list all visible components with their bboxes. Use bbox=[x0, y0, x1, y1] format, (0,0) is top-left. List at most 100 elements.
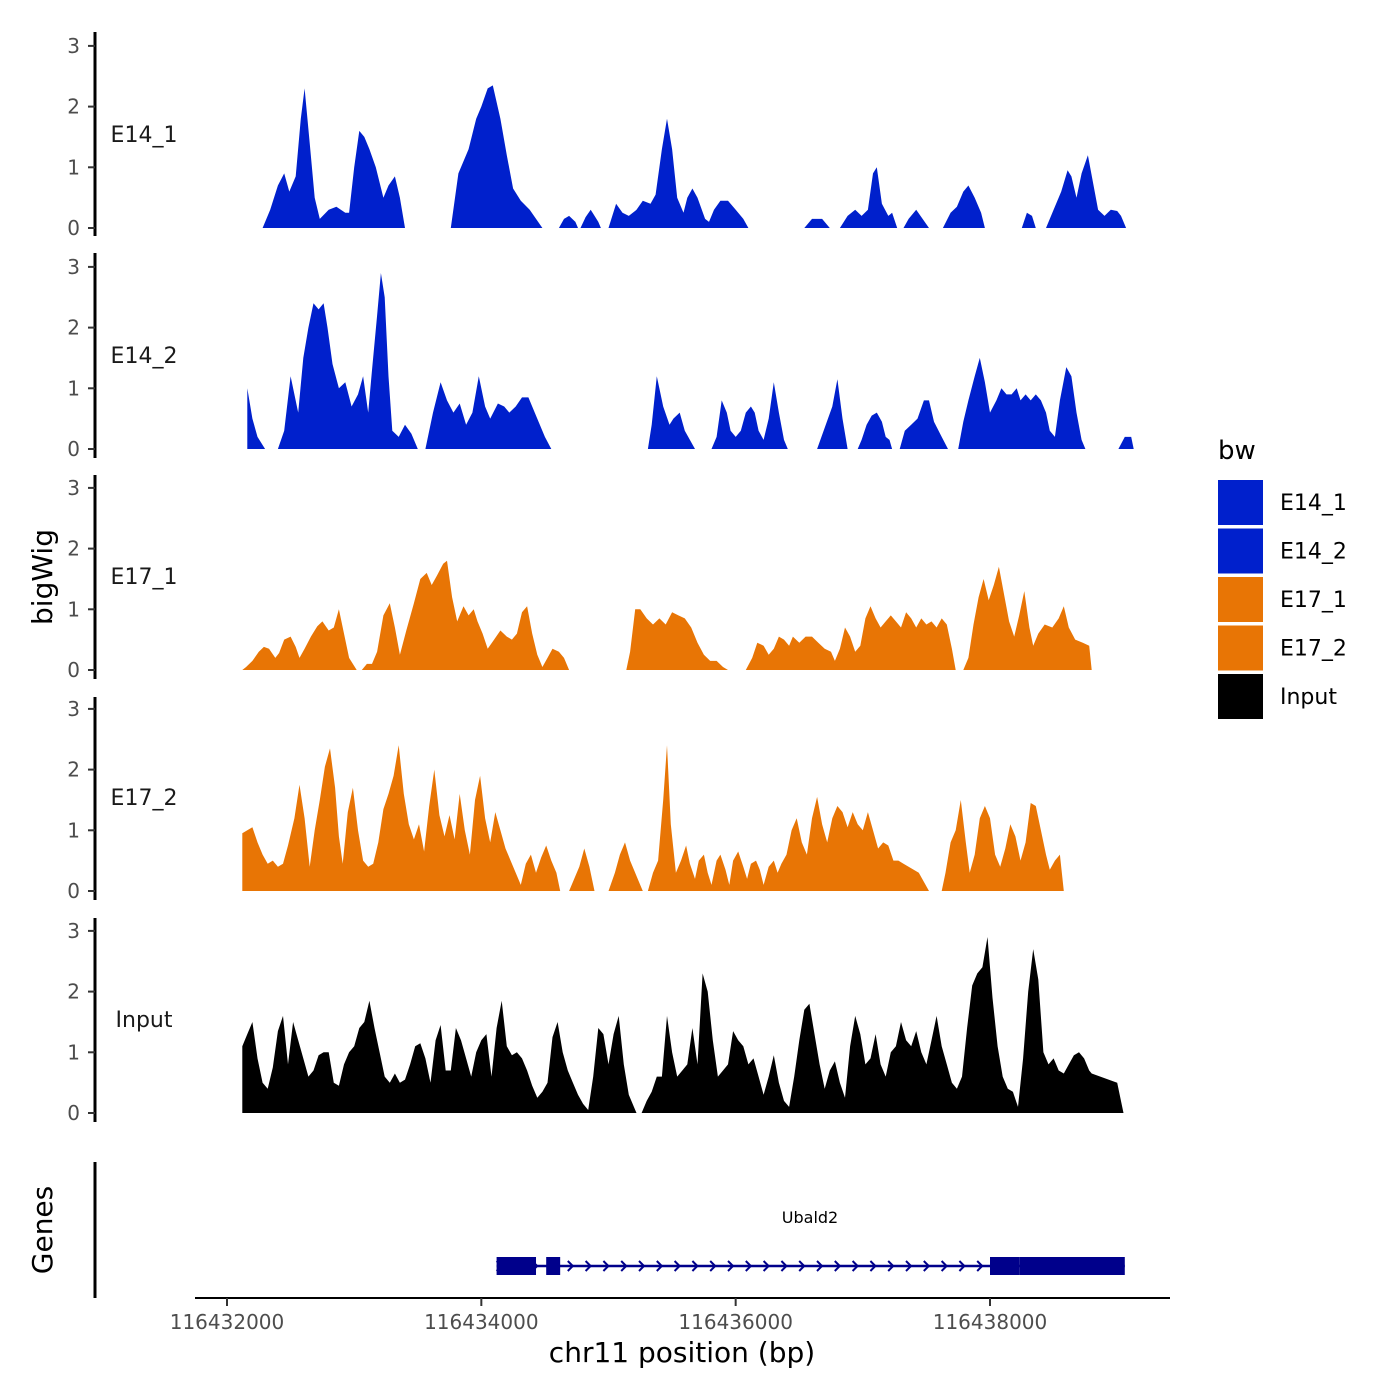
coverage-area-E17_2 bbox=[569, 848, 595, 891]
strand-arrow bbox=[816, 1260, 824, 1272]
coverage-area-E14_1 bbox=[608, 118, 749, 228]
legend-key-Input bbox=[1218, 674, 1263, 719]
y-tick-label: 1 bbox=[67, 597, 80, 621]
strand-arrow bbox=[567, 1260, 575, 1272]
coverage-area-E14_1 bbox=[903, 209, 929, 228]
genes-panel: Genes Ubald2 bbox=[26, 1162, 1125, 1298]
y-tick-label: 0 bbox=[67, 879, 80, 903]
coverage-area-E14_2 bbox=[857, 412, 893, 449]
y-tick-label: 0 bbox=[67, 1101, 80, 1125]
y-tick-label: 1 bbox=[67, 818, 80, 842]
coverage-area-E14_2 bbox=[899, 400, 948, 449]
gene-name-label: Ubald2 bbox=[782, 1208, 838, 1227]
legend-label: E17_1 bbox=[1280, 588, 1347, 613]
track-E14_1: 0 1 2 3 E14_1 bbox=[67, 32, 1127, 240]
y-tick-label: 2 bbox=[67, 316, 80, 340]
coverage-area-E14_2 bbox=[425, 376, 552, 449]
strand-arrow bbox=[656, 1260, 664, 1272]
coverage-area-E14_2 bbox=[247, 388, 266, 449]
coverage-area-E14_2 bbox=[277, 273, 418, 449]
gene-model bbox=[495, 1257, 1125, 1275]
strand-arrow bbox=[584, 1260, 593, 1272]
coverage-area-E14_1 bbox=[262, 88, 405, 229]
track-label: E14_2 bbox=[111, 344, 178, 369]
coverage-area-E14_2 bbox=[711, 382, 788, 449]
y-tick-label: 1 bbox=[67, 155, 80, 179]
y-tick-label: 0 bbox=[67, 437, 80, 461]
strand-arrow bbox=[923, 1260, 931, 1272]
strand-arrow bbox=[834, 1260, 842, 1272]
x-tick-label: 116438000 bbox=[933, 1310, 1048, 1334]
x-tick-label: 116432000 bbox=[170, 1310, 285, 1334]
legend-key-E14_1 bbox=[1218, 480, 1263, 525]
legend: bw E14_1 E14_2 E17_1 E17_2 Input bbox=[1218, 436, 1347, 719]
strand-arrow bbox=[673, 1260, 682, 1272]
coverage-area-E14_1 bbox=[1046, 155, 1127, 228]
gene-exon bbox=[546, 1257, 561, 1275]
coverage-area-E17_2 bbox=[242, 745, 561, 891]
track-E17_1: 0 1 2 3 E17_1 bbox=[67, 475, 1092, 682]
strand-arrow bbox=[691, 1260, 699, 1272]
y-tick-label: 2 bbox=[67, 980, 80, 1004]
track-label: E17_2 bbox=[111, 786, 178, 811]
y-tick-label: 3 bbox=[67, 919, 80, 943]
strand-arrow bbox=[602, 1260, 610, 1272]
y-tick-label: 1 bbox=[67, 376, 80, 400]
strand-arrow bbox=[958, 1260, 966, 1272]
legend-label: Input bbox=[1280, 685, 1337, 710]
coverage-area-E14_2 bbox=[958, 357, 1086, 449]
coverage-area-E17_1 bbox=[963, 566, 1092, 670]
coverage-area-E14_1 bbox=[942, 185, 985, 228]
coverage-area-E17_1 bbox=[626, 609, 728, 670]
coverage-area-Input bbox=[641, 937, 1124, 1113]
coverage-area-E17_2 bbox=[941, 800, 1064, 891]
coverage-area-E14_1 bbox=[580, 209, 601, 228]
y-tick-label: 2 bbox=[67, 537, 80, 561]
strand-arrow bbox=[638, 1260, 646, 1272]
gene-exon bbox=[1019, 1257, 1125, 1275]
strand-arrow bbox=[905, 1260, 913, 1272]
legend-label: E17_2 bbox=[1280, 637, 1347, 662]
strand-arrow bbox=[798, 1260, 806, 1272]
legend-items: E14_1 E14_2 E17_1 E17_2 Input bbox=[1218, 480, 1347, 719]
track-label: E14_1 bbox=[111, 123, 178, 148]
y-tick-label: 2 bbox=[67, 758, 80, 782]
coverage-area-E14_2 bbox=[647, 376, 695, 449]
strand-arrow bbox=[869, 1260, 877, 1272]
strand-arrow bbox=[727, 1260, 735, 1272]
y-tick-label: 2 bbox=[67, 95, 80, 119]
x-tick-label: 116436000 bbox=[678, 1310, 793, 1334]
y-tick-label: 1 bbox=[67, 1040, 80, 1064]
strand-arrow bbox=[745, 1260, 753, 1272]
legend-title: bw bbox=[1218, 436, 1256, 466]
legend-label: E14_2 bbox=[1280, 540, 1347, 565]
coverage-area-E14_1 bbox=[804, 218, 830, 228]
strand-arrow bbox=[851, 1260, 860, 1272]
coverage-area-Input bbox=[242, 1000, 637, 1113]
y-tick-label: 3 bbox=[67, 697, 80, 721]
x-axis-ticks: 116432000 116434000 116436000 116438000 bbox=[170, 1298, 1048, 1334]
legend-key-E14_2 bbox=[1218, 528, 1263, 574]
coverage-area-E14_1 bbox=[1021, 212, 1036, 228]
y-tick-label: 3 bbox=[67, 476, 80, 500]
strand-arrow bbox=[976, 1260, 984, 1272]
y-tick-label: 3 bbox=[67, 34, 80, 58]
coverage-area-E17_1 bbox=[242, 609, 357, 670]
x-axis-title: chr11 position (bp) bbox=[549, 1336, 815, 1369]
coverage-area-E14_2 bbox=[1118, 436, 1134, 449]
x-axis: 116432000 116434000 116436000 116438000 chr… bbox=[170, 1297, 1170, 1369]
y-tick-label: 0 bbox=[67, 216, 80, 240]
legend-key-E17_2 bbox=[1218, 625, 1263, 671]
coverage-area-E17_2 bbox=[608, 842, 643, 891]
strand-arrow bbox=[620, 1260, 628, 1272]
genes-axis-title: Genes bbox=[26, 1186, 59, 1274]
coverage-area-E14_1 bbox=[450, 85, 543, 229]
legend-key-E17_1 bbox=[1218, 577, 1263, 622]
strand-arrow bbox=[940, 1260, 949, 1272]
y-tick-label: 0 bbox=[67, 658, 80, 682]
tracks-layer: 0 1 2 3 E14_1 0 1 2 3 E14_2 0 1 2 3 E17_1 0 1 2 3 E17_2 0 1 2 3… bbox=[67, 32, 1134, 1125]
track-label: Input bbox=[116, 1008, 173, 1033]
strand-arrow bbox=[780, 1260, 788, 1272]
gene-exon bbox=[990, 1257, 1020, 1275]
